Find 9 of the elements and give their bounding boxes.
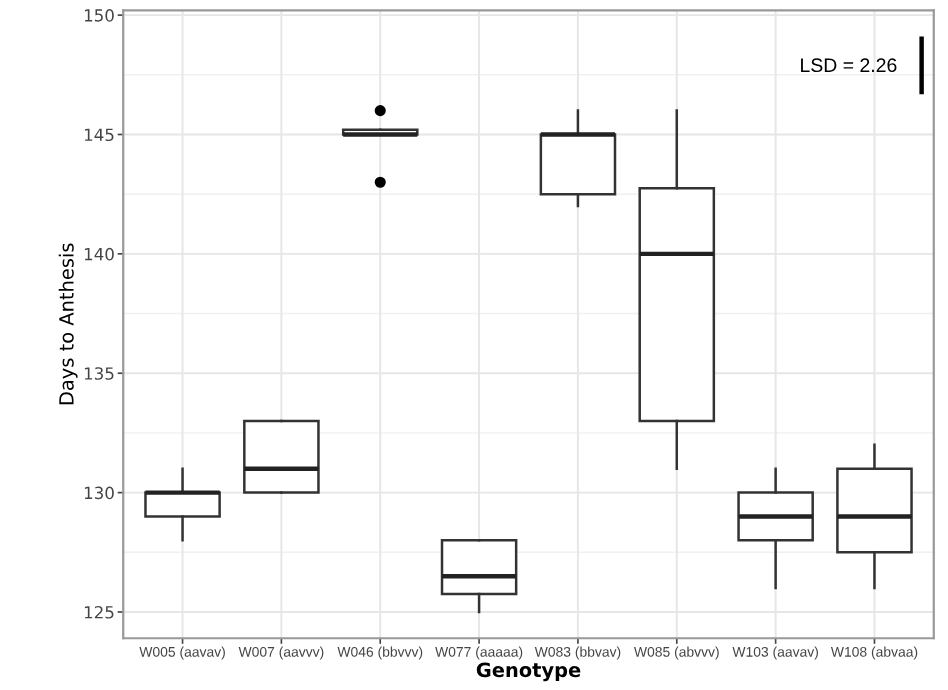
- y-axis-title: Days to Anthesis: [58, 243, 78, 405]
- x-axis-title: Genotype: [476, 662, 581, 682]
- y-tick-label: 135: [84, 367, 114, 380]
- y-tick-label: 145: [84, 128, 114, 142]
- y-tick-label: 130: [84, 486, 114, 500]
- y-tick-label: 125: [84, 605, 114, 619]
- y-tick-label: 150: [84, 9, 114, 22]
- annotation: LSD = 2.26: [801, 58, 897, 73]
- y-tick-label: 140: [84, 247, 114, 261]
